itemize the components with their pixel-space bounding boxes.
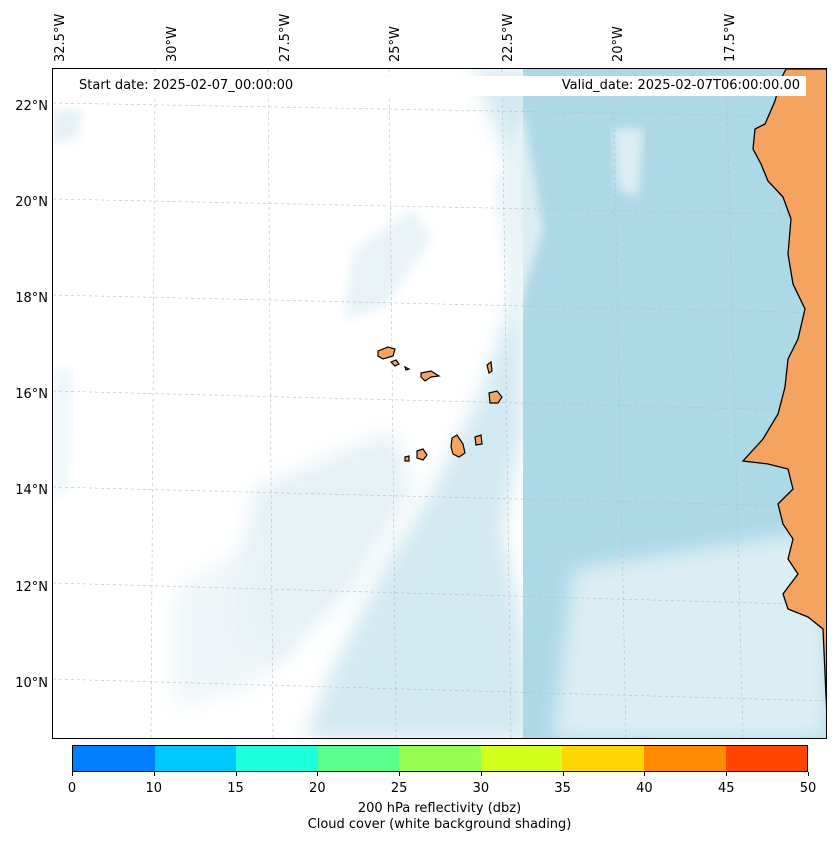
colorbar-tick <box>808 772 809 776</box>
cape-verde-islands <box>377 346 503 462</box>
longitude-label: 27.5°W <box>278 13 293 62</box>
colorbar-tick <box>235 772 237 776</box>
colorbar-tick-label: 40 <box>636 781 653 796</box>
longitude-label: 30°W <box>165 26 180 62</box>
start-date-label: Start date: 2025-02-07_00:00:00 <box>79 78 294 93</box>
colorbar-tick <box>317 772 319 776</box>
colorbar-tick-label: 45 <box>717 781 735 796</box>
colorbar-title-line2: Cloud cover (white background shading) <box>307 817 572 832</box>
latitude-label: 18°N <box>15 291 48 306</box>
colorbar-tick-label: 0 <box>67 781 77 796</box>
colorbar-tick-label: 10 <box>145 781 163 796</box>
colorbar-tick-label: 30 <box>472 781 490 796</box>
colorbar-tick <box>153 772 155 776</box>
graticule <box>53 69 826 738</box>
colorbar-segment <box>480 746 563 771</box>
colorbar-segment <box>236 746 318 771</box>
colorbar-segment <box>154 746 237 771</box>
colorbar-tick <box>726 772 728 776</box>
colorbar-segment <box>73 746 155 771</box>
colorbar-segment <box>317 746 400 771</box>
longitude-label: 20°W <box>611 26 626 62</box>
colorbar-tick <box>562 772 564 776</box>
latitude-label: 12°N <box>15 580 48 595</box>
map-canvas <box>53 69 826 738</box>
latitude-label: 10°N <box>15 676 48 691</box>
colorbar-tick <box>644 772 646 776</box>
colorbar <box>72 745 808 772</box>
longitude-label: 22.5°W <box>501 13 516 62</box>
longitude-label: 25°W <box>388 26 403 62</box>
colorbar-tick-label: 50 <box>799 781 817 796</box>
longitude-label: 32.5°W <box>53 13 68 62</box>
colorbar-tick-label: 20 <box>309 781 326 796</box>
latitude-label: 16°N <box>15 387 48 402</box>
cloud-cover-shading <box>53 69 826 738</box>
colorbar-segment <box>725 746 808 771</box>
date-info-bar <box>75 76 806 96</box>
valid-date-label: Valid_date: 2025-02-07T06:00:00.00 <box>561 78 800 93</box>
longitude-label: 17.5°W <box>723 13 738 62</box>
colorbar-title-line1: 200 hPa reflectivity (dbz) <box>357 801 522 816</box>
colorbar-title: 200 hPa reflectivity (dbz) Cloud cover (… <box>0 801 837 833</box>
colorbar-tick-label: 35 <box>554 781 571 796</box>
colorbar-tick-label: 25 <box>390 781 408 796</box>
colorbar-tick <box>480 772 482 776</box>
latitude-label: 20°N <box>15 195 48 210</box>
colorbar-segment <box>562 746 644 771</box>
colorbar-tick-label: 15 <box>227 781 244 796</box>
latitude-label: 22°N <box>15 99 48 114</box>
colorbar-tick <box>399 772 401 776</box>
map-panel[interactable] <box>52 68 827 739</box>
latitude-label: 14°N <box>15 483 48 498</box>
africa-landmass <box>741 69 826 711</box>
colorbar-tick <box>72 772 73 776</box>
colorbar-segment <box>399 746 481 771</box>
colorbar-segment <box>643 746 726 771</box>
